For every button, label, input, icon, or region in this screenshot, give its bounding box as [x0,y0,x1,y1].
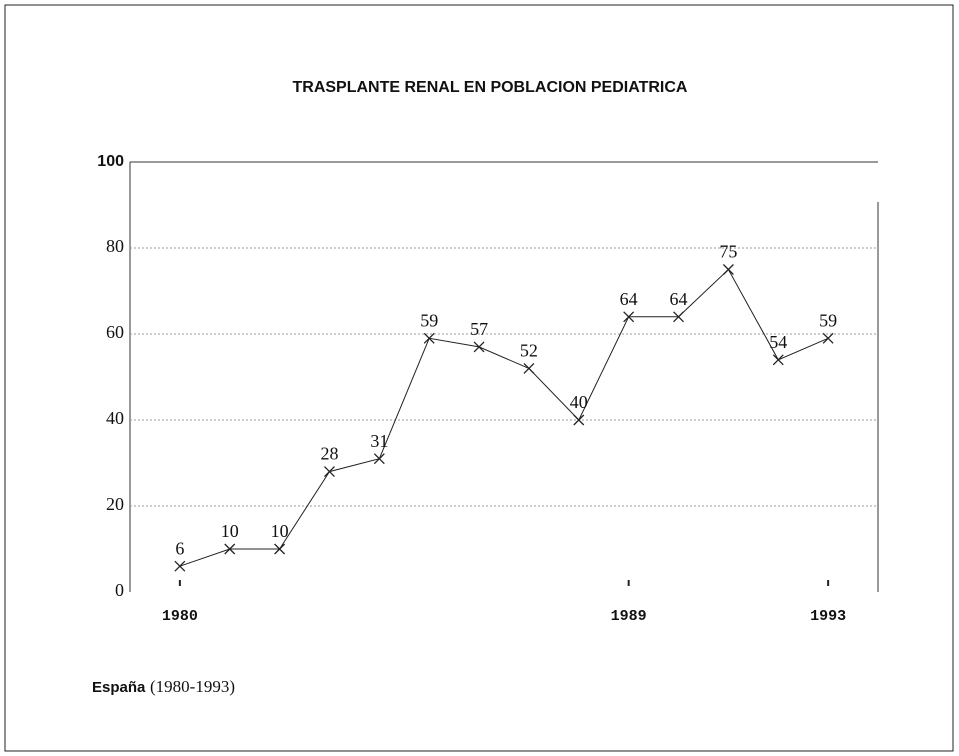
y-tick-label: 20 [106,494,124,514]
data-label: 10 [271,521,289,541]
data-label: 64 [620,289,638,309]
marker [523,362,535,374]
data-label: 31 [370,431,388,451]
x-tick-label: 1989 [611,608,647,625]
y-tick-label: 40 [106,408,124,428]
y-tick-label: 100 [97,153,124,170]
data-label: 6 [175,538,184,558]
data-label: 40 [570,392,588,412]
marker [373,453,385,465]
marker [772,354,784,366]
x-tick-label: 1993 [810,608,846,625]
marker [274,543,286,555]
frame [4,4,954,752]
data-label: 59 [819,310,837,330]
marker [722,264,734,275]
marker [224,543,236,555]
data-label: 28 [320,444,338,464]
marker [623,311,635,323]
note-bold: España [92,679,146,696]
marker [822,332,834,344]
marker [324,466,335,478]
data-label: 52 [520,341,538,361]
line [179,268,829,567]
marker [423,332,435,344]
data-label: 59 [420,310,438,330]
note: (1980-1993) [150,677,235,696]
marker [573,414,585,426]
data-label: 10 [221,521,239,541]
marker [473,341,485,353]
y-tick-label: 60 [106,322,124,342]
data-label: 54 [769,332,787,352]
data-label: 64 [670,289,688,309]
data-label: 75 [719,242,737,262]
y-tick-label: 0 [115,580,124,600]
y-tick-label: 80 [106,236,124,256]
x-tick-label: 1980 [162,608,198,625]
marker [174,560,186,572]
chart-title: TRASPLANTE RENAL EN POBLACION PEDIATRICA [293,79,688,96]
data-label: 57 [470,319,488,339]
marker [673,311,684,323]
